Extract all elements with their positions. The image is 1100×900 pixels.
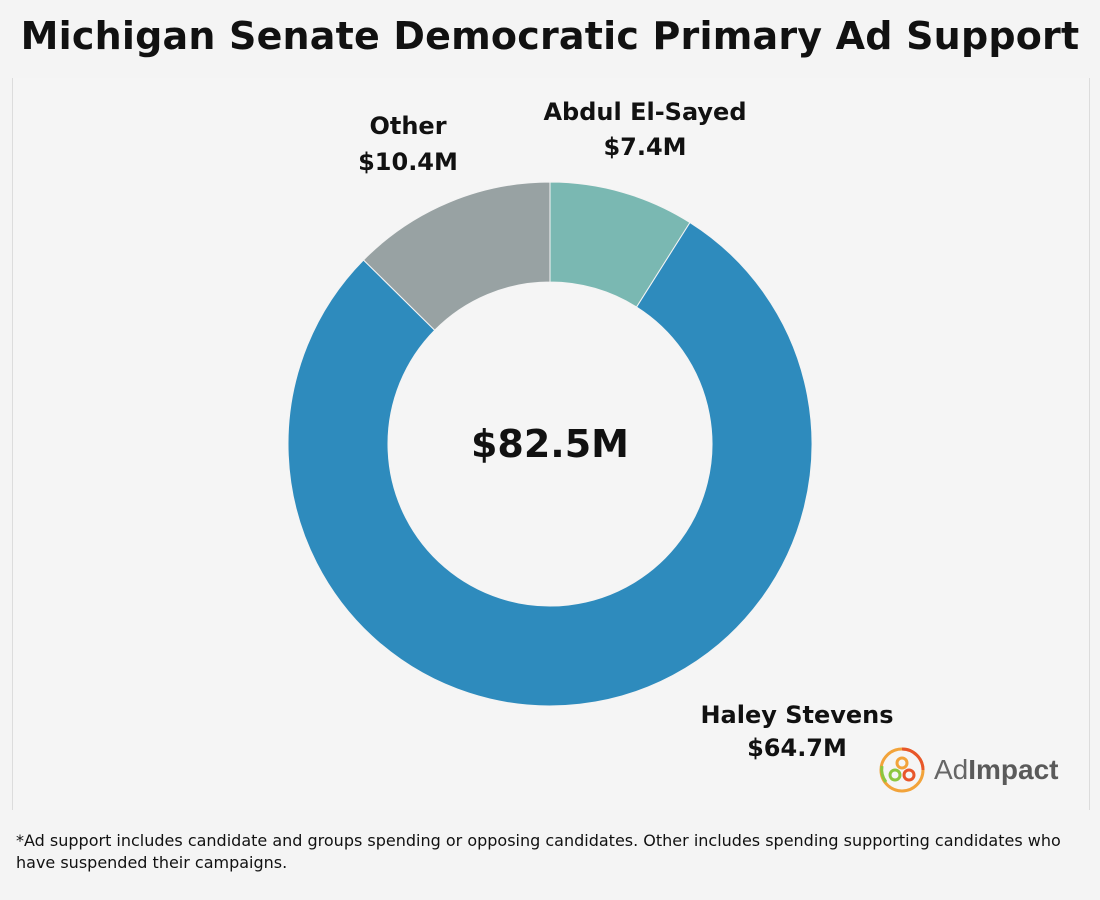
slice-label-abdul-el-sayed: Abdul El-Sayed: [543, 98, 746, 126]
adimpact-logo: AdImpact: [878, 744, 1059, 796]
donut-slice-other: [362, 181, 551, 331]
chart-title: Michigan Senate Democratic Primary Ad Su…: [20, 14, 1080, 58]
slice-label-haley-stevens: Haley Stevens: [700, 701, 893, 729]
slice-value-abdul-el-sayed: $7.4M: [603, 133, 686, 161]
slice-label-other: Other: [369, 112, 446, 140]
adimpact-logo-icon: [879, 747, 925, 793]
adimpact-logo-text: AdImpact: [934, 754, 1059, 785]
slice-value-other: $10.4M: [358, 148, 458, 176]
center-total-label: $82.5M: [471, 422, 629, 466]
slice-value-haley-stevens: $64.7M: [747, 734, 847, 762]
donut-slice-haley-stevens: [287, 221, 813, 707]
footnote: *Ad support includes candidate and group…: [16, 831, 1061, 872]
